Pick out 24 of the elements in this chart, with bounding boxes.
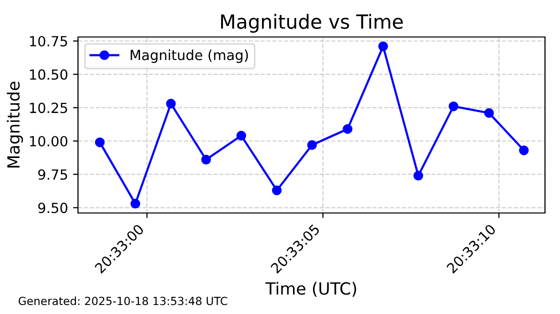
y-tick-label: 10.75 bbox=[30, 36, 68, 46]
point bbox=[166, 98, 176, 109]
point bbox=[94, 137, 105, 148]
y-tick-label: 10.50 bbox=[30, 69, 68, 80]
point bbox=[448, 101, 458, 112]
point bbox=[236, 130, 246, 141]
x-axis-title: Time (UTC) bbox=[265, 282, 356, 297]
point bbox=[272, 185, 282, 196]
y-tick-label: 9.75 bbox=[38, 169, 68, 180]
chart-title: Magnitude vs Time bbox=[221, 14, 403, 33]
point bbox=[484, 108, 494, 118]
y-tick-label: 9.50 bbox=[38, 202, 68, 214]
point bbox=[378, 41, 388, 52]
point bbox=[413, 170, 424, 181]
y-axis-title: Magnitude bbox=[6, 82, 23, 168]
point bbox=[342, 124, 352, 134]
text: Generated: 2025-10-18 13:53:48 UTC bbox=[18, 296, 228, 306]
y-tick-label: 10.25 bbox=[30, 102, 68, 114]
y-tick-label: 10.00 bbox=[30, 136, 68, 146]
point bbox=[130, 198, 140, 209]
point bbox=[519, 145, 529, 156]
point bbox=[307, 140, 317, 150]
point bbox=[201, 154, 211, 165]
legend-label: Magnitude (mag) bbox=[130, 50, 248, 63]
